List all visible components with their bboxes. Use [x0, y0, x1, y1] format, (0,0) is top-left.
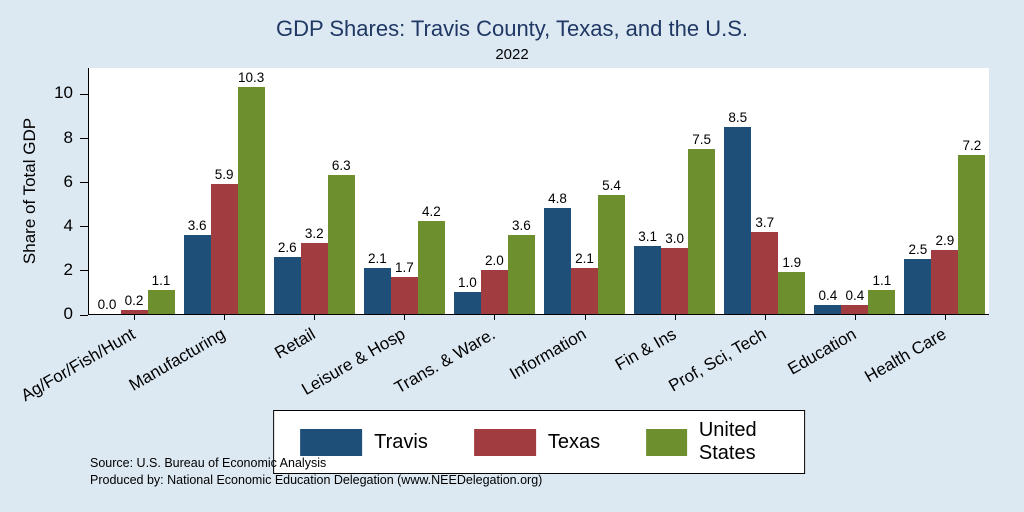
bar-texas [661, 247, 689, 314]
bar-texas [931, 250, 959, 314]
y-tick-mark [80, 314, 88, 316]
bar-value-label: 3.1 [638, 228, 658, 244]
bar-value-label: 0.0 [97, 297, 117, 312]
bar-value-label: 5.9 [214, 166, 234, 182]
legend-label-travis: Travis [374, 430, 428, 453]
y-tick-label: 10 [54, 83, 73, 103]
bar-united-states [507, 234, 535, 314]
bar-value-label: 7.5 [692, 131, 712, 147]
bar-texas [390, 276, 418, 314]
bar-value-label: 1.7 [394, 259, 414, 275]
bar-travis [273, 256, 301, 314]
bar-value-label: 1.1 [872, 272, 892, 288]
x-tick-mark [674, 315, 676, 320]
bar-value-label: 3.6 [512, 217, 531, 233]
bar-value-label: 1.9 [782, 255, 802, 271]
bar-value-label: 5.4 [602, 177, 621, 193]
bar-value-label: 2.5 [908, 241, 928, 257]
bar-united-states [688, 148, 716, 314]
bar-travis [814, 305, 842, 314]
bar-texas [210, 183, 238, 314]
x-tick-mark [404, 315, 406, 320]
bar-united-states [778, 272, 806, 314]
bar-value-label: 8.5 [728, 109, 748, 125]
x-tick-mark [764, 315, 766, 320]
bar-united-states [958, 155, 986, 314]
bar-value-label: 7.2 [962, 138, 982, 154]
bar-travis [363, 267, 391, 314]
bar-value-label: 0.2 [124, 292, 144, 308]
bar-united-states [147, 289, 175, 314]
chart-title: GDP Shares: Travis County, Texas, and th… [275, 16, 748, 41]
bar-united-states [417, 221, 445, 314]
y-tick-label: 6 [63, 171, 73, 191]
bar-texas [300, 243, 328, 314]
legend: Travis Texas United States [273, 410, 805, 474]
y-tick-mark [80, 270, 88, 272]
legend-swatch-texas [473, 428, 536, 456]
source-line: Source: U.S. Bureau of Economic Analysis [90, 456, 327, 470]
y-tick-label: 2 [63, 259, 73, 279]
produced-by-line: Produced by: National Economic Education… [90, 473, 543, 487]
legend-swatch-united-states [646, 428, 687, 456]
source-note: Source: U.S. Bureau of Economic Analysis… [90, 455, 542, 489]
x-tick-mark [134, 315, 136, 320]
legend-label-texas: Texas [547, 430, 601, 453]
x-tick-mark [584, 315, 586, 320]
bar-value-label: 3.2 [304, 226, 324, 242]
legend-swatch-travis [300, 428, 363, 456]
bar-value-label: 3.0 [665, 230, 685, 246]
legend-item-texas: Texas [473, 428, 601, 456]
bar-travis [453, 291, 481, 314]
bar-value-label: 6.3 [331, 158, 351, 174]
bar-value-label: 2.9 [935, 233, 955, 249]
bar-value-label: 4.2 [421, 204, 441, 220]
bar-texas [571, 267, 599, 314]
bar-value-label: 4.8 [548, 191, 567, 207]
bar-value-label: 3.7 [755, 215, 775, 231]
bar-value-label: 10.3 [238, 69, 265, 85]
bar-texas [120, 309, 148, 314]
bar-texas [751, 232, 779, 314]
bar-value-label: 3.6 [187, 217, 207, 233]
legend-label-united-states: United States [698, 419, 757, 464]
bar-value-label: 2.6 [277, 239, 297, 255]
bar-value-label: 1.0 [458, 274, 477, 290]
y-tick-label: 8 [63, 127, 73, 147]
bar-value-label: 2.0 [485, 252, 504, 268]
bar-united-states [237, 86, 265, 314]
y-tick-mark [80, 93, 88, 95]
bar-value-label: 2.1 [367, 250, 387, 266]
bar-value-label: 0.4 [845, 288, 865, 304]
x-tick-mark [944, 315, 946, 320]
y-tick-mark [80, 226, 88, 228]
y-tick-label: 0 [63, 304, 73, 323]
bar-texas [841, 305, 869, 314]
legend-item-united-states: United States [646, 419, 778, 465]
y-tick-label: 4 [63, 215, 73, 235]
x-tick-mark [224, 315, 226, 320]
bar-travis [634, 245, 662, 314]
bar-travis [724, 126, 752, 314]
y-tick-mark [80, 138, 88, 140]
bar-united-states [327, 175, 355, 314]
bar-travis [904, 258, 932, 314]
chart-subtitle: 2022 [495, 46, 529, 63]
y-tick-mark [80, 182, 88, 184]
bar-value-label: 0.4 [818, 288, 838, 304]
x-tick-mark [314, 315, 316, 320]
x-tick-mark [854, 315, 856, 320]
bar-united-states [598, 194, 626, 314]
bar-value-label: 2.1 [575, 250, 594, 266]
bar-united-states [868, 289, 896, 314]
bar-travis [544, 208, 572, 314]
bar-texas [480, 269, 508, 314]
x-tick-mark [494, 315, 496, 320]
plot-area: 0 2 4 6 8 10 0.0 3.6 2.6 2.1 1.0 4.8 3.1 8.5 0.4 2.5 0.2… [18, 68, 989, 405]
bar-value-label: 1.1 [151, 272, 171, 288]
bar-travis [183, 234, 211, 314]
legend-item-travis: Travis [300, 428, 428, 456]
